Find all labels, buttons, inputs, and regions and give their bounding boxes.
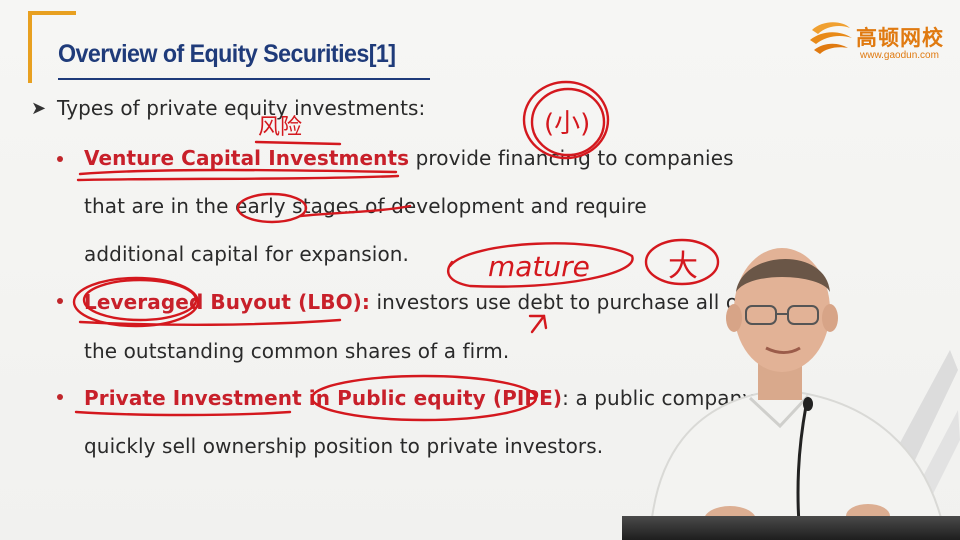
term-lbo: Leveraged Buyout (LBO): <box>84 290 371 314</box>
intro-text: Types of private equity investments: <box>57 96 426 120</box>
item-text: provide financing to companies <box>409 146 734 170</box>
item-text: investors use debt to purchase all of <box>370 290 746 314</box>
list-item: Venture Capital Investments provide fina… <box>84 146 734 170</box>
brand-logo: 高顿网校 www.gaodun.com <box>808 14 958 64</box>
logo-url: www.gaodun.com <box>860 50 939 61</box>
bullet-dot-icon <box>57 394 63 400</box>
bullet-dot-icon <box>57 298 63 304</box>
term-venture-capital: Venture Capital Investments <box>84 146 410 170</box>
presenter-video <box>648 248 948 540</box>
podium <box>622 516 960 540</box>
annotation-small: (小) <box>544 109 590 139</box>
title-underline <box>58 78 430 80</box>
item-text: that are in the early stages of developm… <box>84 194 647 218</box>
bullet-dot-icon <box>57 156 63 162</box>
item-text: the outstanding common shares of a firm. <box>84 339 510 363</box>
title-bracket <box>28 11 76 83</box>
slide-title: Overview of Equity Securities[1] <box>58 40 396 68</box>
swoosh-logo-icon <box>810 22 852 54</box>
item-text: quickly sell ownership position to priva… <box>84 434 604 458</box>
term-pipe: Private Investment in Public equity (PIP… <box>84 386 563 410</box>
item-text: additional capital for expansion. <box>84 242 410 266</box>
arrow-bullet-icon: ➤ <box>31 98 47 119</box>
logo-name: 高顿网校 <box>856 26 944 50</box>
annotation-mature: mature <box>488 250 590 283</box>
